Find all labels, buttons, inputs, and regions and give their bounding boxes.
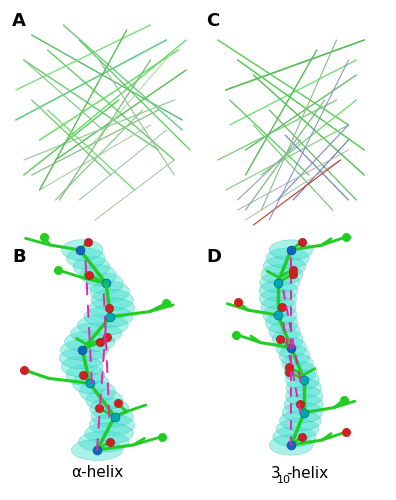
Ellipse shape <box>89 414 135 436</box>
Ellipse shape <box>85 423 133 444</box>
Text: α-helix: α-helix <box>71 465 123 480</box>
Ellipse shape <box>276 418 319 439</box>
Ellipse shape <box>90 398 129 419</box>
Ellipse shape <box>70 323 122 344</box>
Ellipse shape <box>86 390 122 410</box>
Ellipse shape <box>276 338 307 357</box>
Ellipse shape <box>78 314 128 336</box>
Ellipse shape <box>91 406 133 427</box>
Text: -helix: -helix <box>286 466 328 481</box>
Ellipse shape <box>284 362 316 382</box>
Ellipse shape <box>269 435 313 455</box>
Ellipse shape <box>66 364 105 386</box>
Ellipse shape <box>86 273 123 293</box>
Ellipse shape <box>65 332 115 352</box>
Ellipse shape <box>269 240 313 260</box>
Ellipse shape <box>73 256 110 277</box>
Ellipse shape <box>59 348 105 369</box>
Ellipse shape <box>61 356 103 377</box>
Ellipse shape <box>261 296 296 317</box>
Ellipse shape <box>266 248 309 268</box>
Ellipse shape <box>282 354 313 374</box>
Ellipse shape <box>78 431 129 452</box>
Ellipse shape <box>272 329 303 349</box>
Text: A: A <box>12 12 26 30</box>
Ellipse shape <box>273 426 316 447</box>
Ellipse shape <box>90 281 129 302</box>
Ellipse shape <box>259 288 297 309</box>
Text: B: B <box>12 248 25 266</box>
Ellipse shape <box>261 264 303 284</box>
Ellipse shape <box>84 306 133 327</box>
Ellipse shape <box>62 240 103 260</box>
Text: C: C <box>206 12 219 30</box>
Ellipse shape <box>71 440 123 460</box>
Ellipse shape <box>286 386 323 406</box>
Ellipse shape <box>279 346 310 366</box>
Ellipse shape <box>91 290 133 310</box>
Ellipse shape <box>266 313 298 334</box>
Ellipse shape <box>80 381 116 402</box>
Text: D: D <box>206 248 221 266</box>
Ellipse shape <box>259 280 298 301</box>
Ellipse shape <box>60 340 109 360</box>
Ellipse shape <box>89 298 135 319</box>
Ellipse shape <box>280 410 321 431</box>
Text: 3: 3 <box>271 466 281 481</box>
Ellipse shape <box>286 378 321 398</box>
Ellipse shape <box>263 256 306 276</box>
Ellipse shape <box>269 321 300 342</box>
Ellipse shape <box>260 272 300 292</box>
Ellipse shape <box>284 394 323 414</box>
Ellipse shape <box>80 264 116 285</box>
Ellipse shape <box>72 373 109 394</box>
Text: 10: 10 <box>277 475 291 485</box>
Ellipse shape <box>282 402 322 422</box>
Ellipse shape <box>286 370 319 390</box>
Ellipse shape <box>263 305 297 325</box>
Ellipse shape <box>67 248 105 269</box>
